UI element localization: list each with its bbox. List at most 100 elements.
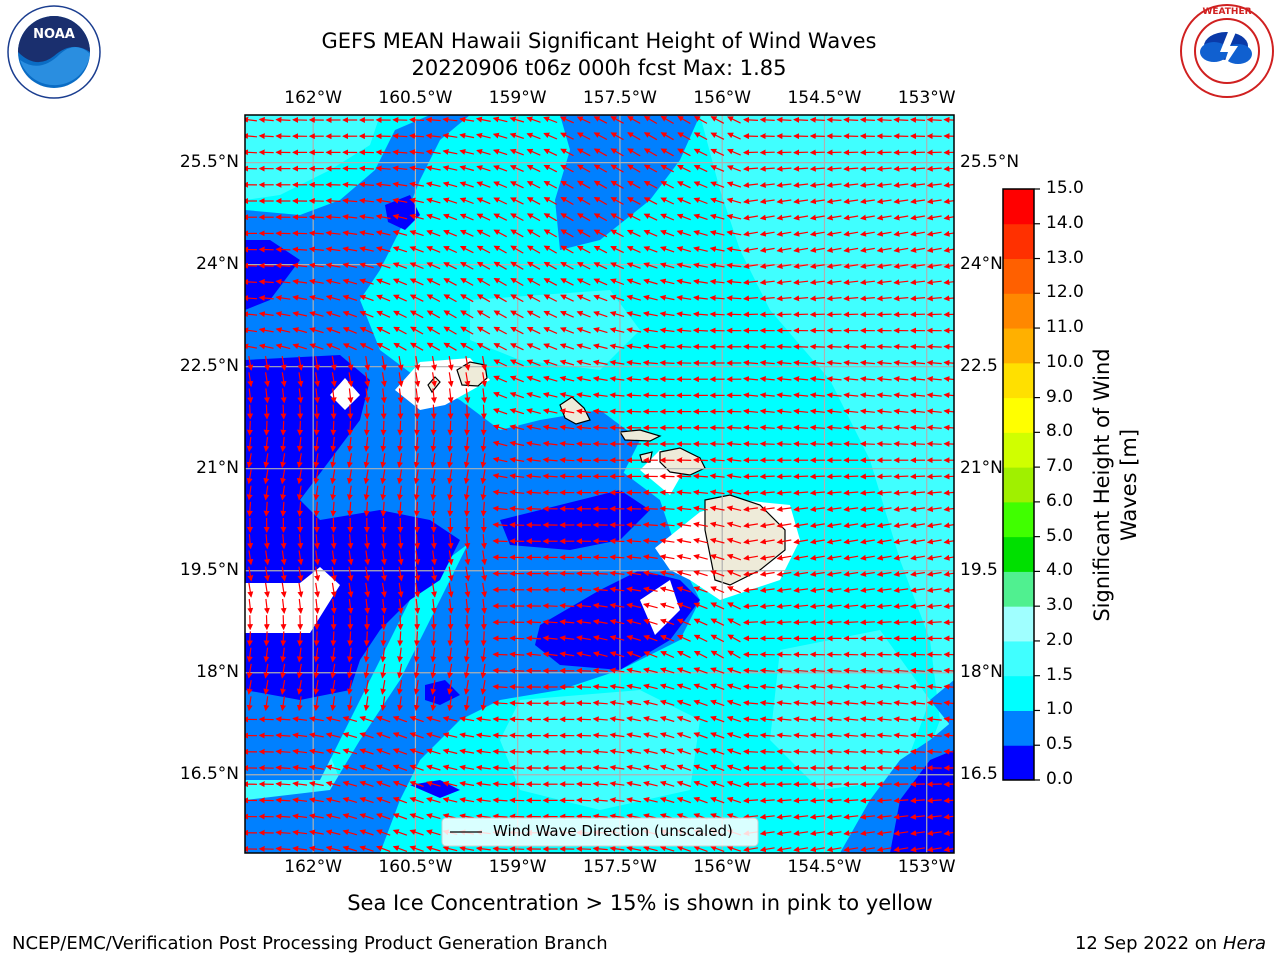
wave-arrow (509, 764, 525, 771)
wave-arrow (860, 214, 875, 221)
wave-arrow (809, 116, 825, 123)
wave-arrow (542, 375, 558, 382)
wave-arrow (559, 586, 575, 593)
wave-arrow (297, 420, 304, 436)
run-date: 12 Sep 2022 on Hera (1075, 933, 1266, 954)
wave-arrow (559, 343, 575, 350)
wave-arrow (776, 748, 792, 755)
wave-arrow (693, 197, 708, 205)
lat-tick-right-2: 22.5 (960, 355, 998, 376)
wave-arrow (393, 326, 407, 335)
wave-arrow (493, 229, 507, 238)
wave-arrow (464, 355, 471, 371)
wave-arrow (893, 198, 909, 205)
wave-arrow (643, 294, 658, 301)
wave-arrow (543, 197, 557, 205)
wave-arrow (660, 164, 674, 173)
wave-arrow (893, 182, 909, 189)
wave-arrow (397, 420, 404, 436)
wave-arrow (330, 404, 337, 420)
wave-arrow (743, 116, 759, 123)
wave-arrow (576, 392, 592, 399)
wave-arrow (292, 311, 308, 317)
wave-arrow (476, 213, 491, 221)
wave-arrow (676, 213, 691, 221)
wave-arrow (793, 343, 809, 350)
wave-arrow (397, 388, 404, 404)
wave-arrow (476, 132, 491, 139)
wave-arrow (560, 180, 574, 189)
wave-arrow (876, 359, 892, 366)
wave-arrow (677, 164, 691, 173)
wave-arrow (609, 278, 625, 286)
wave-arrow (926, 440, 942, 447)
wave-arrow (463, 631, 470, 647)
wave-arrow (893, 619, 909, 626)
wave-arrow (476, 197, 491, 205)
wave-arrow (743, 198, 758, 205)
wave-arrow (609, 424, 625, 431)
wave-arrow (826, 392, 842, 399)
wave-arrow (793, 619, 809, 626)
wave-arrow (409, 133, 425, 140)
wave-arrow (246, 420, 253, 436)
colorbar-swatch-7 (1003, 501, 1034, 538)
wave-arrow (643, 229, 658, 237)
wave-arrow (375, 197, 391, 204)
wave-arrow (743, 246, 759, 253)
wave-arrow (843, 279, 859, 286)
wave-arrow (314, 388, 321, 404)
wave-arrow (476, 310, 491, 319)
wave-arrow (492, 651, 508, 658)
wave-arrow (526, 278, 541, 286)
wave-arrow (363, 631, 370, 647)
wave-arrow (309, 327, 324, 334)
wave-arrow (593, 327, 608, 334)
wave-arrow (526, 375, 541, 383)
wave-arrow (342, 310, 358, 318)
wave-arrow (493, 326, 507, 335)
wave-arrow (280, 404, 287, 420)
wave-arrow (425, 165, 441, 172)
wave-arrow (677, 148, 691, 157)
wave-arrow (509, 343, 524, 351)
wave-arrow (560, 213, 574, 222)
wave-arrow (826, 165, 842, 172)
wave-arrow (526, 408, 541, 414)
wave-arrow (376, 326, 391, 335)
wave-arrow (860, 246, 875, 253)
wave-arrow (363, 404, 370, 420)
wave-arrow (843, 440, 859, 447)
wave-arrow (576, 262, 591, 270)
wave-arrow (593, 132, 608, 141)
wave-arrow (759, 165, 775, 172)
wave-arrow (693, 262, 708, 269)
wave-arrow (509, 813, 525, 820)
wave-arrow (743, 619, 759, 626)
wave-arrow (659, 489, 675, 496)
wave-arrow (481, 388, 488, 404)
wave-arrow (843, 182, 859, 189)
wave-arrow (342, 230, 358, 237)
wave-arrow (710, 181, 725, 188)
wave-arrow (380, 404, 387, 420)
wave-arrow (363, 420, 370, 436)
wave-arrow (726, 230, 742, 236)
wave-arrow (392, 181, 408, 188)
wave-arrow (709, 230, 725, 236)
wave-arrow (727, 132, 741, 140)
wave-arrow (910, 198, 925, 205)
wave-arrow (492, 132, 508, 139)
wave-arrow (313, 404, 320, 420)
wave-arrow (526, 229, 541, 238)
wave-arrow (426, 326, 441, 335)
wave-arrow (943, 473, 954, 480)
wave-arrow (759, 246, 775, 253)
wave-arrow (826, 473, 842, 480)
wave-arrow (710, 165, 725, 172)
wave-arrow (509, 408, 525, 415)
wave-arrow (526, 132, 541, 140)
wave-arrow (510, 213, 524, 222)
wave-arrow (759, 263, 775, 270)
wave-arrow (893, 116, 909, 123)
